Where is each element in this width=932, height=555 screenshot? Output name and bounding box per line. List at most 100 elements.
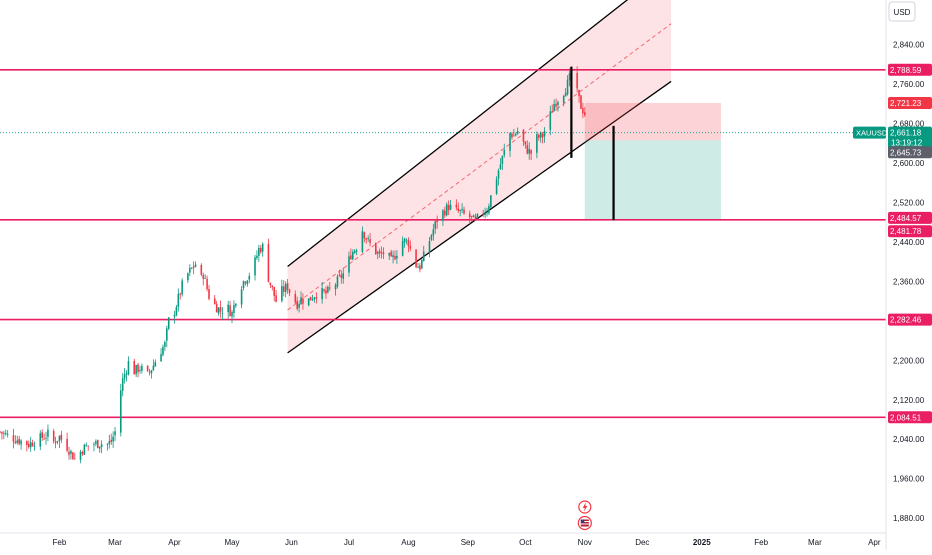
level-label: 2,282.46 [890, 316, 922, 325]
candle-body [445, 204, 448, 216]
candle-body [258, 247, 260, 256]
candle-body [298, 303, 300, 308]
candle-body [537, 134, 540, 138]
candle-body [12, 435, 15, 442]
candle-body [524, 141, 527, 145]
candle-body [175, 307, 178, 316]
candle-body [194, 264, 197, 267]
candle-body [580, 95, 582, 109]
candle-body [488, 206, 490, 214]
candle-body [137, 364, 139, 373]
candle-body [348, 256, 350, 273]
candle-body [275, 295, 277, 302]
lightning-icon[interactable] [578, 500, 592, 514]
candle-body [543, 131, 546, 137]
candle-body [206, 278, 208, 290]
candle-body [514, 134, 517, 136]
candle-body [108, 441, 111, 444]
candle-body [432, 229, 435, 236]
candle-body [375, 242, 377, 255]
candle-body [369, 239, 371, 243]
candle-body [503, 150, 506, 156]
candle-body [442, 210, 444, 221]
candle-body [340, 274, 343, 279]
candle-body [434, 221, 437, 229]
candle-body [273, 286, 275, 296]
candle-body [396, 255, 398, 259]
currency-box[interactable] [888, 1, 916, 22]
candle-body [562, 95, 565, 103]
countdown-label: 13:19:12 [891, 139, 923, 148]
plot-area[interactable] [0, 0, 886, 531]
flag-icon[interactable] [577, 515, 592, 531]
candle-body [267, 243, 270, 282]
candle-body [98, 446, 101, 449]
channel-midline[interactable] [287, 23, 672, 311]
candle-body [246, 280, 249, 284]
candle-body [582, 108, 584, 114]
level-label-bg [888, 97, 932, 110]
candle-body [470, 215, 473, 217]
candle-body [459, 209, 461, 211]
candle-body [141, 365, 143, 371]
candle-body [551, 111, 554, 113]
candle-body [66, 438, 68, 451]
candle-body [526, 145, 529, 154]
candle-body [181, 280, 183, 295]
candle-body [52, 431, 55, 442]
candle-body [302, 298, 304, 304]
candle-body [281, 286, 283, 301]
x-tick-label: Jun [285, 538, 298, 547]
x-tick-label: Sep [461, 538, 476, 547]
take-profit-zone[interactable] [584, 140, 721, 220]
alt-price-label: 2,645.73 [890, 148, 922, 157]
candle-body [152, 365, 155, 371]
x-tick-label: 2025 [693, 538, 711, 547]
candle-body [382, 252, 385, 255]
candle-body [539, 132, 542, 138]
candle-body [421, 259, 423, 269]
y-tick-label: 1,880.00 [893, 514, 925, 523]
candle-body [313, 297, 316, 300]
candle-body [217, 307, 220, 314]
x-tick-label: Mar [108, 538, 122, 547]
candle-body [486, 212, 488, 214]
candle-body [16, 440, 19, 443]
candle-body [584, 112, 586, 116]
candle-body [231, 311, 233, 317]
candle-body [233, 304, 235, 314]
stop-loss-zone[interactable] [584, 103, 721, 141]
candle-body [476, 213, 479, 219]
candle-body [378, 250, 381, 254]
candle-body [557, 102, 559, 106]
x-tick-label: Feb [754, 538, 768, 547]
candle-body [208, 289, 210, 299]
candle-body [20, 440, 22, 445]
y-tick-label: 2,040.00 [893, 435, 925, 444]
candle-body [403, 238, 406, 243]
candle-body [14, 441, 17, 443]
candle-body [568, 73, 571, 81]
y-tick-label: 2,680.00 [893, 119, 925, 128]
candle-body [342, 273, 345, 279]
channel-upper-line[interactable] [287, 0, 671, 268]
candle-body [121, 378, 124, 391]
channel-lower-line[interactable] [287, 80, 672, 354]
lightning-icon-bolt [582, 502, 588, 512]
candle-body [219, 307, 222, 312]
level-label-bg [888, 313, 932, 326]
candle-body [87, 445, 89, 447]
symbol-badge: XAUUSD [856, 129, 888, 138]
candle-body [405, 239, 408, 241]
candle-body [33, 446, 36, 447]
currency-label: USD [894, 8, 911, 17]
candle-body [271, 285, 274, 288]
candle-body [60, 434, 63, 440]
time-axis[interactable]: Feb Mar Apr May Jun Jul Aug Sep Oct Nov Dec 2025 Feb… [0, 532, 886, 547]
candle-body [522, 129, 525, 142]
y-tick-label: 2,600.00 [893, 159, 925, 168]
candle-body [215, 304, 218, 313]
candle-body [200, 265, 203, 275]
